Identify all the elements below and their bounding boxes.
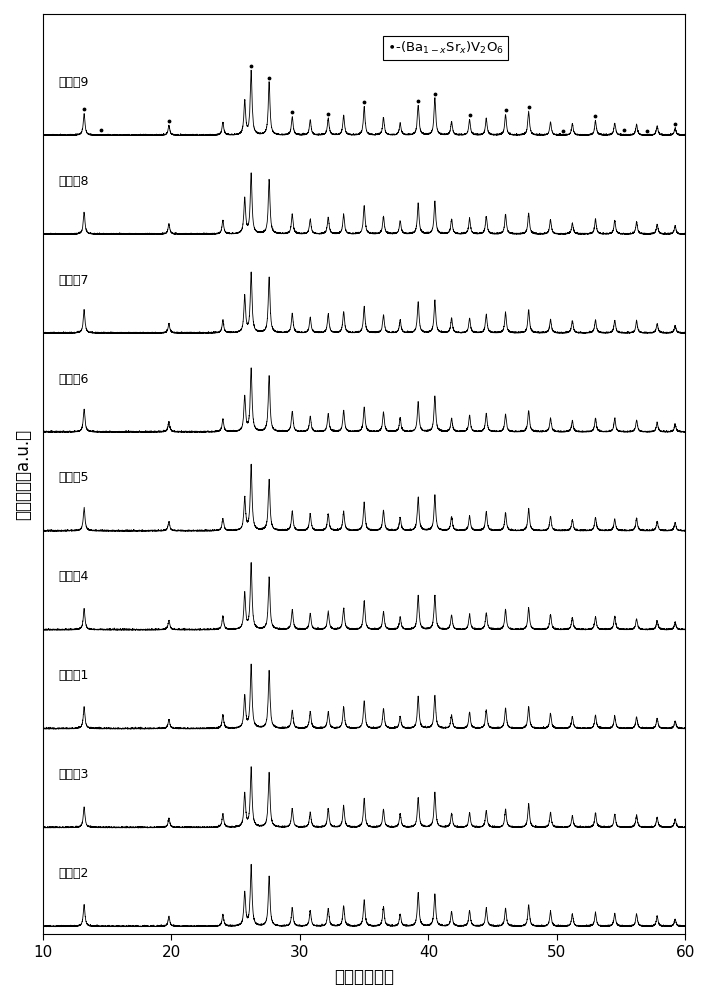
Text: 实施例4: 实施例4 [58, 570, 89, 583]
Text: 实施例6: 实施例6 [58, 373, 89, 386]
Y-axis label: 衍射强度（a.u.）: 衍射强度（a.u.） [14, 429, 32, 520]
Text: 实施例7: 实施例7 [58, 274, 89, 287]
Text: 实施例1: 实施例1 [58, 669, 89, 682]
Text: 实施例3: 实施例3 [58, 768, 89, 781]
Text: $\bullet$-(Ba$_{1-x}$Sr$_x$)V$_2$O$_6$: $\bullet$-(Ba$_{1-x}$Sr$_x$)V$_2$O$_6$ [386, 40, 503, 56]
X-axis label: 衍射角（度）: 衍射角（度） [334, 968, 394, 986]
Text: 实施例9: 实施例9 [58, 76, 89, 89]
Text: 实施例2: 实施例2 [58, 867, 89, 880]
Text: 实施例8: 实施例8 [58, 175, 89, 188]
Text: 实施例5: 实施例5 [58, 471, 89, 484]
